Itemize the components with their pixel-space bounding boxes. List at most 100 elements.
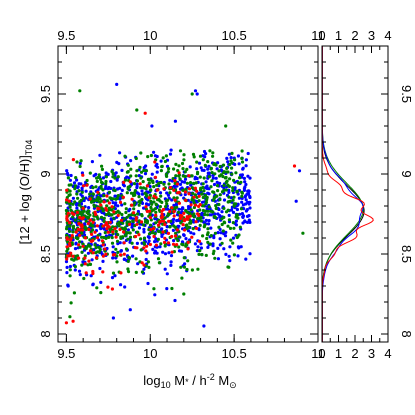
data-point <box>142 227 146 231</box>
data-point <box>91 220 95 224</box>
data-point <box>209 226 213 230</box>
data-point <box>204 152 208 156</box>
data-point <box>99 280 103 284</box>
data-point <box>104 179 108 184</box>
data-point <box>115 260 119 264</box>
data-point <box>231 236 236 240</box>
data-point <box>85 211 90 215</box>
data-point <box>238 225 242 229</box>
data-point <box>200 168 204 172</box>
data-point <box>211 154 215 158</box>
data-point <box>206 240 210 244</box>
data-point <box>104 234 108 238</box>
data-point <box>193 242 197 246</box>
data-point <box>84 271 88 275</box>
data-point <box>80 263 84 267</box>
data-point <box>122 180 126 184</box>
data-point <box>166 241 171 245</box>
data-point <box>182 265 186 269</box>
data-point <box>183 192 187 197</box>
data-point <box>65 271 69 275</box>
data-point <box>197 161 202 165</box>
data-point <box>70 234 74 238</box>
data-point <box>134 156 138 161</box>
data-point <box>71 202 75 206</box>
data-point <box>132 191 137 195</box>
data-point <box>65 227 69 231</box>
side-x-tick-label-top: 2 <box>351 28 358 43</box>
data-point <box>139 186 143 190</box>
data-point <box>195 160 199 164</box>
data-point <box>155 251 159 255</box>
data-point <box>91 271 95 276</box>
data-point <box>111 250 115 254</box>
data-point <box>154 221 158 225</box>
data-point <box>163 222 167 227</box>
data-point <box>154 243 158 247</box>
data-point <box>103 247 107 251</box>
data-point <box>177 171 181 175</box>
data-point <box>240 194 244 198</box>
data-point <box>73 247 78 251</box>
data-point <box>218 164 222 169</box>
data-point <box>169 148 173 152</box>
data-point <box>135 169 139 173</box>
data-point <box>168 191 172 195</box>
data-point <box>213 231 217 235</box>
data-point <box>73 200 77 204</box>
data-point <box>67 193 71 197</box>
data-point <box>142 236 147 240</box>
data-point <box>134 216 138 220</box>
data-point <box>169 260 173 264</box>
data-point <box>208 242 212 246</box>
data-point <box>156 257 161 261</box>
data-point <box>106 199 110 203</box>
data-point <box>215 180 219 184</box>
data-point <box>152 226 156 231</box>
data-point <box>218 181 222 185</box>
data-point <box>128 222 132 226</box>
data-point <box>92 248 96 252</box>
data-point <box>172 203 176 207</box>
data-point <box>124 247 129 251</box>
distribution-curve <box>321 46 364 342</box>
data-point <box>203 163 207 167</box>
data-point <box>189 200 193 204</box>
data-point <box>81 244 85 248</box>
data-point <box>139 170 144 174</box>
data-point <box>190 92 194 96</box>
data-point <box>110 236 114 240</box>
data-point <box>120 168 124 172</box>
data-point <box>162 240 167 244</box>
data-point <box>154 213 158 217</box>
data-point <box>145 221 149 225</box>
data-point <box>87 259 91 263</box>
data-point <box>240 156 244 160</box>
data-point <box>150 124 154 128</box>
data-point <box>66 211 70 215</box>
data-point <box>89 218 93 222</box>
data-point <box>205 236 209 241</box>
data-point <box>224 188 228 192</box>
data-point <box>136 262 140 266</box>
data-point <box>183 174 187 179</box>
data-point <box>111 316 115 320</box>
data-point <box>131 254 135 258</box>
data-point <box>163 267 167 271</box>
data-point <box>179 213 183 218</box>
data-point <box>119 253 123 257</box>
data-point <box>120 203 124 207</box>
data-point <box>145 244 149 248</box>
data-point <box>206 222 211 226</box>
data-point <box>236 154 240 158</box>
data-point <box>204 218 208 222</box>
data-point <box>100 167 104 171</box>
data-point <box>222 206 226 210</box>
data-point <box>134 257 138 261</box>
data-point <box>117 162 121 166</box>
data-point <box>126 163 130 167</box>
data-point <box>147 203 151 207</box>
data-point <box>186 215 191 219</box>
data-point <box>159 194 163 198</box>
data-point <box>104 221 108 225</box>
